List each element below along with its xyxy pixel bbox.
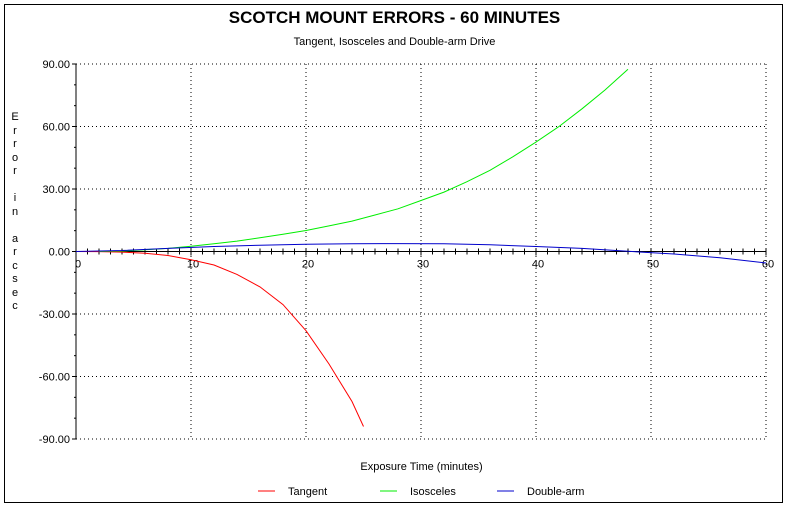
legend-label-double-arm: Double-arm [527,486,584,498]
chart-subtitle: Tangent, Isosceles and Double-arm Drive [293,36,496,48]
legend-label-isosceles: Isosceles [410,486,456,498]
chart-title: SCOTCH MOUNT ERRORS - 60 MINUTES [228,8,561,27]
y-tick-label: -60.00 [39,372,70,384]
x-tick-label: 20 [302,259,314,271]
y-tick-label: 30.00 [42,184,70,196]
y-axis-label: E r r o r i n a r c s e c [11,111,19,312]
x-tick-label: 40 [532,259,544,271]
x-tick-label: 10 [187,259,199,271]
y-tick-label: -90.00 [39,434,70,446]
x-tick-label: 50 [647,259,659,271]
y-tick-label: 90.00 [42,59,70,71]
series-line-tangent [75,251,364,427]
y-tick-label: -30.00 [39,309,70,321]
series-line-double-arm [75,243,767,264]
series-line-isosceles [98,68,629,252]
x-axis-label: Exposure Time (minutes) [360,461,483,473]
x-tick-label: 0 [75,259,81,271]
x-tick-label: 60 [762,259,774,271]
x-tick-label: 30 [417,259,429,271]
y-tick-label: 0.00 [49,247,70,259]
legend-label-tangent: Tangent [288,486,327,498]
y-tick-label: 60.00 [42,122,70,134]
